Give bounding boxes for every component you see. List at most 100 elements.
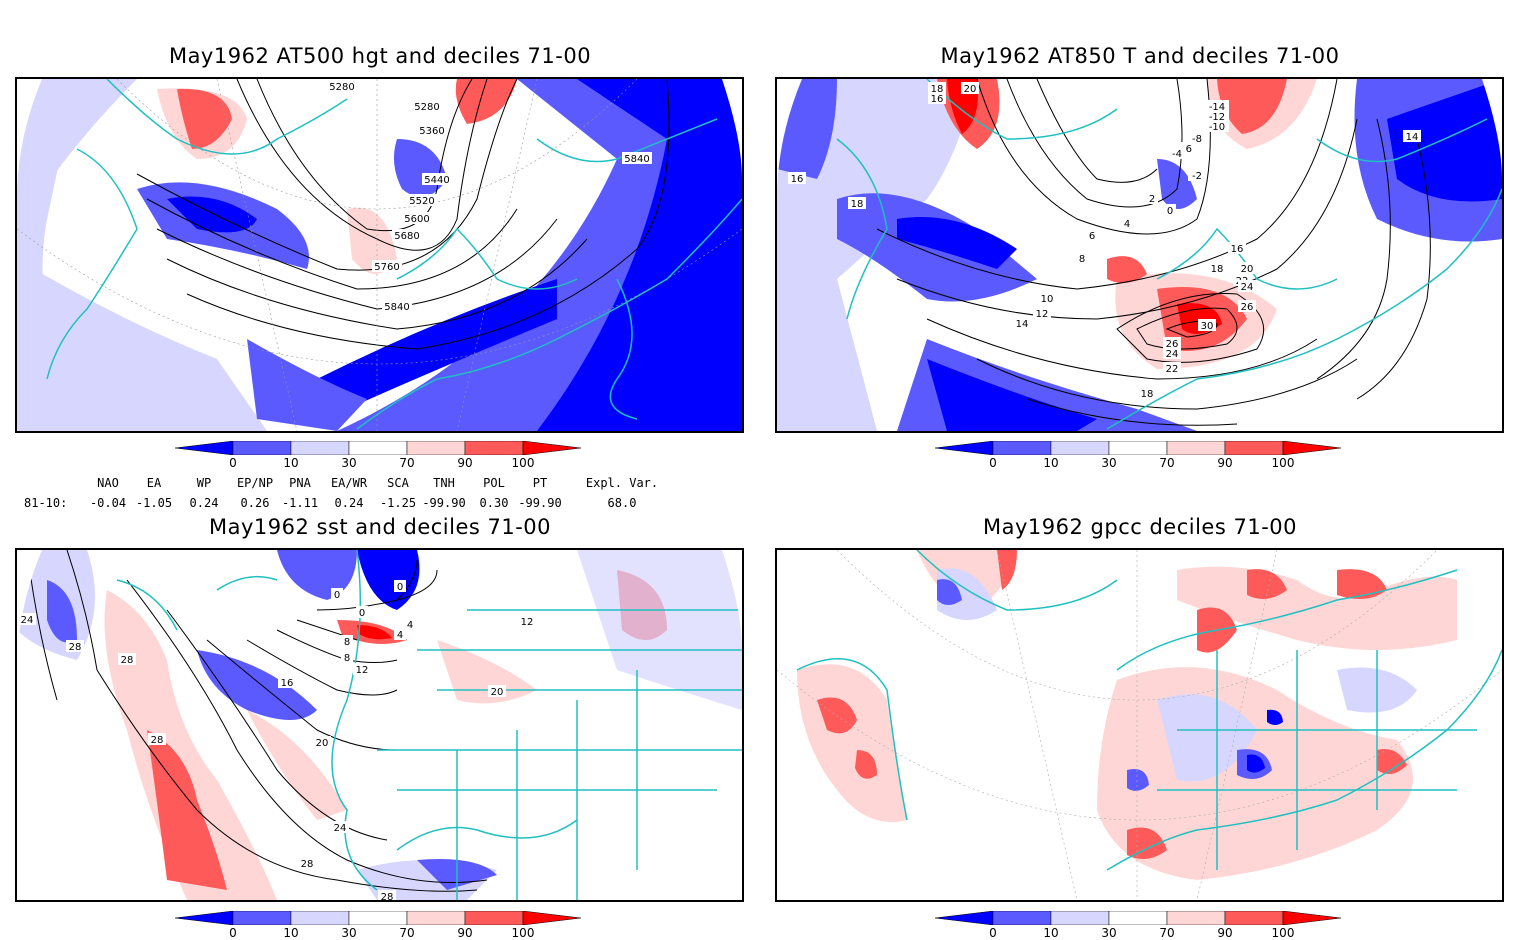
colorbar-svg [174,440,582,456]
colorbar-tick-label: 10 [1043,926,1059,940]
contour-label: 20 [961,82,979,95]
map-gpcc [775,548,1504,902]
svg-text:8: 8 [1079,254,1085,265]
colorbar-bottom-left: 0 10 30 70 90 100 [174,910,585,940]
colorbar-segment-b0_10 [992,440,1052,456]
contour-label: 5840 [622,152,652,165]
contour-label: 8 [341,651,353,664]
colorbar-tick-label: 70 [1159,926,1175,940]
contour-label: 20 [313,736,331,749]
index-header: PNA [289,476,311,490]
contour-label: 5360 [417,124,447,137]
contour-label: 0 [1164,204,1176,217]
svg-text:-4: -4 [1172,149,1182,160]
contour-labels-hgt500: 5280 5280 5360 5440 5520 5600 5680 5760 5840 5840 [327,80,652,313]
contour-label: 24 [331,821,349,834]
svg-text:24: 24 [21,615,34,626]
index-header: Expl. Var. [585,476,659,490]
svg-text:8: 8 [344,637,350,648]
contour-label: 28 [118,653,136,666]
svg-text:-14: -14 [1209,102,1225,113]
colorbar-svg [174,910,582,926]
index-value: 0.30 [479,496,509,510]
contour-label: 0 [356,606,368,619]
colorbar-segment-b30_70 [1108,910,1168,926]
contour-label: 24 [1238,280,1256,293]
index-header: WP [196,476,212,490]
svg-text:5280: 5280 [329,82,354,93]
colorbar-tick-label: 90 [457,456,473,470]
colorbar-tick-label: 0 [229,926,237,940]
panel-title-hgt500: May1962 AT500 hgt and deciles 71-00 [168,44,592,68]
contour-label: 6 [1086,229,1098,242]
svg-text:5520: 5520 [409,196,434,207]
index-header: NAO [97,476,119,490]
contour-label: 14 [1013,317,1031,330]
colorbar-segment-above-100 [1282,910,1342,926]
svg-text:20: 20 [316,738,329,749]
index-header: EA [146,476,162,490]
index-header: EA/WR [330,476,368,490]
colorbar-tick-label: 30 [341,456,357,470]
svg-text:-12: -12 [1209,112,1225,123]
index-value: 68.0 [607,496,637,510]
colorbar-tick-label: 100 [511,456,535,470]
svg-text:4: 4 [397,630,403,641]
contour-label: 12 [353,663,371,676]
colorbar-tick-label: 90 [457,926,473,940]
index-header: PT [532,476,548,490]
panel-title-t850: May1962 AT850 T and deciles 71-00 [940,44,1340,68]
colorbar-tick-label: 10 [1043,456,1059,470]
svg-text:14: 14 [1016,319,1029,330]
svg-text:28: 28 [151,735,164,746]
map-sst-svg [17,550,742,900]
svg-text:26: 26 [1241,302,1254,313]
index-value: -99.90 [422,496,466,510]
contour-label: 5600 [402,212,432,225]
map-hgt500-svg [17,79,742,431]
panel-title-gpcc: May1962 gpcc deciles 71-00 [983,515,1297,539]
contour-label: 4 [394,628,406,641]
svg-text:24: 24 [1166,349,1179,360]
contour-label: -12 [1205,110,1229,123]
contour-label: 18 [848,197,866,210]
colorbar-tick-label: 100 [511,926,535,940]
svg-text:12: 12 [521,617,534,628]
colorbar-tick-label: 30 [341,926,357,940]
colorbar-segment-b90_100 [464,910,524,926]
svg-text:5760: 5760 [374,262,399,273]
contour-label: 5440 [422,173,452,186]
svg-text:12: 12 [1036,309,1049,320]
contour-label: 22 [1163,362,1181,375]
contour-label: 8 [341,635,353,648]
svg-text:0: 0 [1167,206,1173,217]
index-row-label: 81-10: [24,496,68,510]
contour-label: 16 [788,172,806,185]
colorbar-top-left: 0 10 30 70 90 100 [174,440,585,472]
map-gpcc-svg [777,550,1502,900]
index-value: -1.05 [135,496,173,510]
svg-text:14: 14 [1406,132,1419,143]
svg-text:5360: 5360 [419,126,444,137]
colorbar-segment-b30_70 [1108,440,1168,456]
index-value: 0.26 [240,496,270,510]
contour-label: 4 [1121,217,1133,230]
svg-text:0: 0 [397,582,403,593]
colorbar-bottom-right: 0 10 30 70 90 100 [934,910,1345,940]
svg-text:28: 28 [121,655,134,666]
contour-label: 12 [518,615,536,628]
contour-label: 16 [1228,242,1246,255]
svg-text:5680: 5680 [394,231,419,242]
svg-text:24: 24 [1241,282,1254,293]
colorbar-top-right: 0 10 30 70 90 100 [934,440,1345,472]
map-sst [15,548,744,902]
svg-text:4: 4 [1124,219,1130,230]
svg-text:5600: 5600 [404,214,429,225]
contour-label: 16 [278,676,296,689]
contour-label: 20 [1238,262,1256,275]
colorbar-tick-label: 30 [1101,926,1117,940]
index-header: TNH [433,476,455,490]
colorbar-tick-label: 100 [1271,926,1295,940]
colorbar-segment-b10_30 [1050,440,1110,456]
contour-label: 0 [394,580,406,593]
